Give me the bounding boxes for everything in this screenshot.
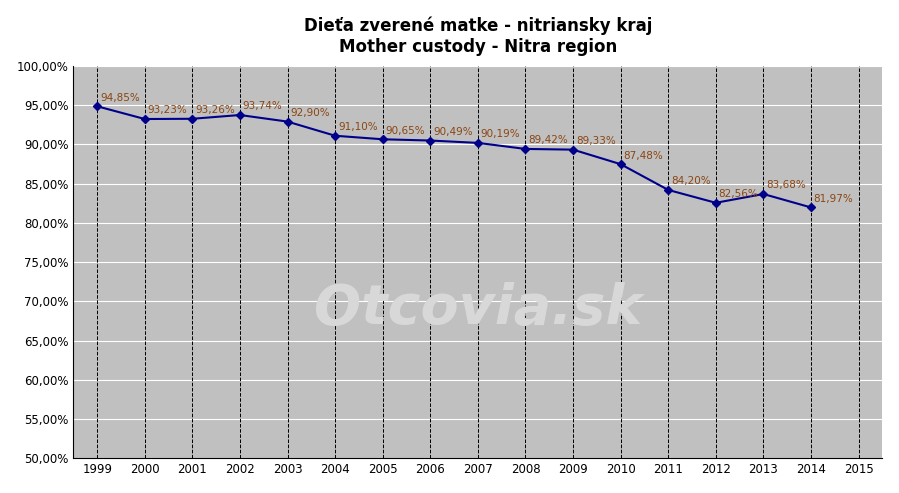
Text: 84,20%: 84,20% bbox=[671, 176, 710, 186]
Text: 83,68%: 83,68% bbox=[766, 180, 806, 190]
Text: 89,42%: 89,42% bbox=[529, 136, 568, 145]
Text: 93,23%: 93,23% bbox=[147, 106, 187, 115]
Text: 89,33%: 89,33% bbox=[576, 136, 616, 146]
Text: Otcovia.sk: Otcovia.sk bbox=[314, 282, 642, 336]
Text: 90,65%: 90,65% bbox=[386, 126, 425, 136]
Text: 82,56%: 82,56% bbox=[718, 189, 759, 199]
Text: 92,90%: 92,90% bbox=[290, 108, 330, 118]
Text: 93,74%: 93,74% bbox=[243, 102, 282, 111]
Text: 90,19%: 90,19% bbox=[481, 129, 521, 140]
Text: 94,85%: 94,85% bbox=[100, 93, 139, 103]
Text: 81,97%: 81,97% bbox=[814, 194, 853, 204]
Text: 87,48%: 87,48% bbox=[623, 150, 663, 161]
Text: 93,26%: 93,26% bbox=[195, 105, 235, 115]
Text: 90,49%: 90,49% bbox=[433, 127, 473, 137]
Text: 91,10%: 91,10% bbox=[338, 122, 378, 132]
Title: Dieťa zverené matke - nitriansky kraj
Mother custody - Nitra region: Dieťa zverené matke - nitriansky kraj Mo… bbox=[304, 17, 652, 56]
